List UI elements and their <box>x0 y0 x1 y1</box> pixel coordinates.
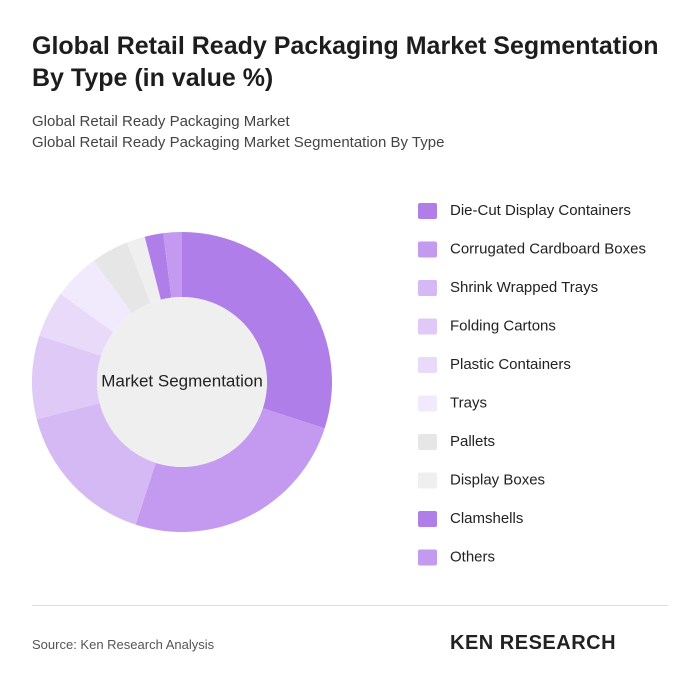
legend-label: Die-Cut Display Containers <box>450 202 631 219</box>
legend-label: Shrink Wrapped Trays <box>450 279 598 296</box>
donut-segment <box>126 236 161 303</box>
legend-swatch <box>418 434 437 450</box>
legend-label: Trays <box>450 394 487 411</box>
subtitle: Global Retail Ready Packaging Market <box>32 113 290 130</box>
donut-segment <box>163 232 182 298</box>
legend-label: Folding Cartons <box>450 317 556 334</box>
donut-segment <box>39 293 114 356</box>
legend-label: Plastic Containers <box>450 356 571 373</box>
source: Source: Ken Research Analysis <box>32 637 215 652</box>
donut-segment <box>93 242 151 314</box>
donut-segment <box>36 403 156 525</box>
legend-swatch <box>418 241 437 258</box>
legend-swatch <box>418 511 437 527</box>
legend-label: Corrugated Cardboard Boxes <box>450 240 646 257</box>
legend-label: Clamshells <box>450 510 523 527</box>
divider <box>32 605 668 606</box>
legend-swatch <box>418 472 437 489</box>
donut-segment <box>60 260 133 333</box>
donut-segment <box>182 232 332 429</box>
logo: KEN RESEARCH <box>450 632 617 654</box>
legend-swatch <box>418 203 437 219</box>
subtitle: Global Retail Ready Packaging Market Seg… <box>32 134 445 151</box>
donut-segment <box>144 233 172 300</box>
legend-swatch <box>418 280 437 296</box>
legend-swatch <box>418 549 437 566</box>
donut-hole <box>97 297 267 467</box>
legend-swatch <box>418 357 437 373</box>
legend-label: Pallets <box>450 433 495 450</box>
legend-swatch <box>418 318 437 335</box>
donut-segment <box>31 335 102 420</box>
legend-label: Others <box>450 548 495 565</box>
center-label: Market Segmentation <box>101 371 263 390</box>
legend-label: Display Boxes <box>450 471 545 488</box>
title: Global Retail Ready Packaging Market Seg… <box>32 32 659 92</box>
legend-swatch <box>418 395 437 412</box>
donut-segment <box>135 408 325 532</box>
